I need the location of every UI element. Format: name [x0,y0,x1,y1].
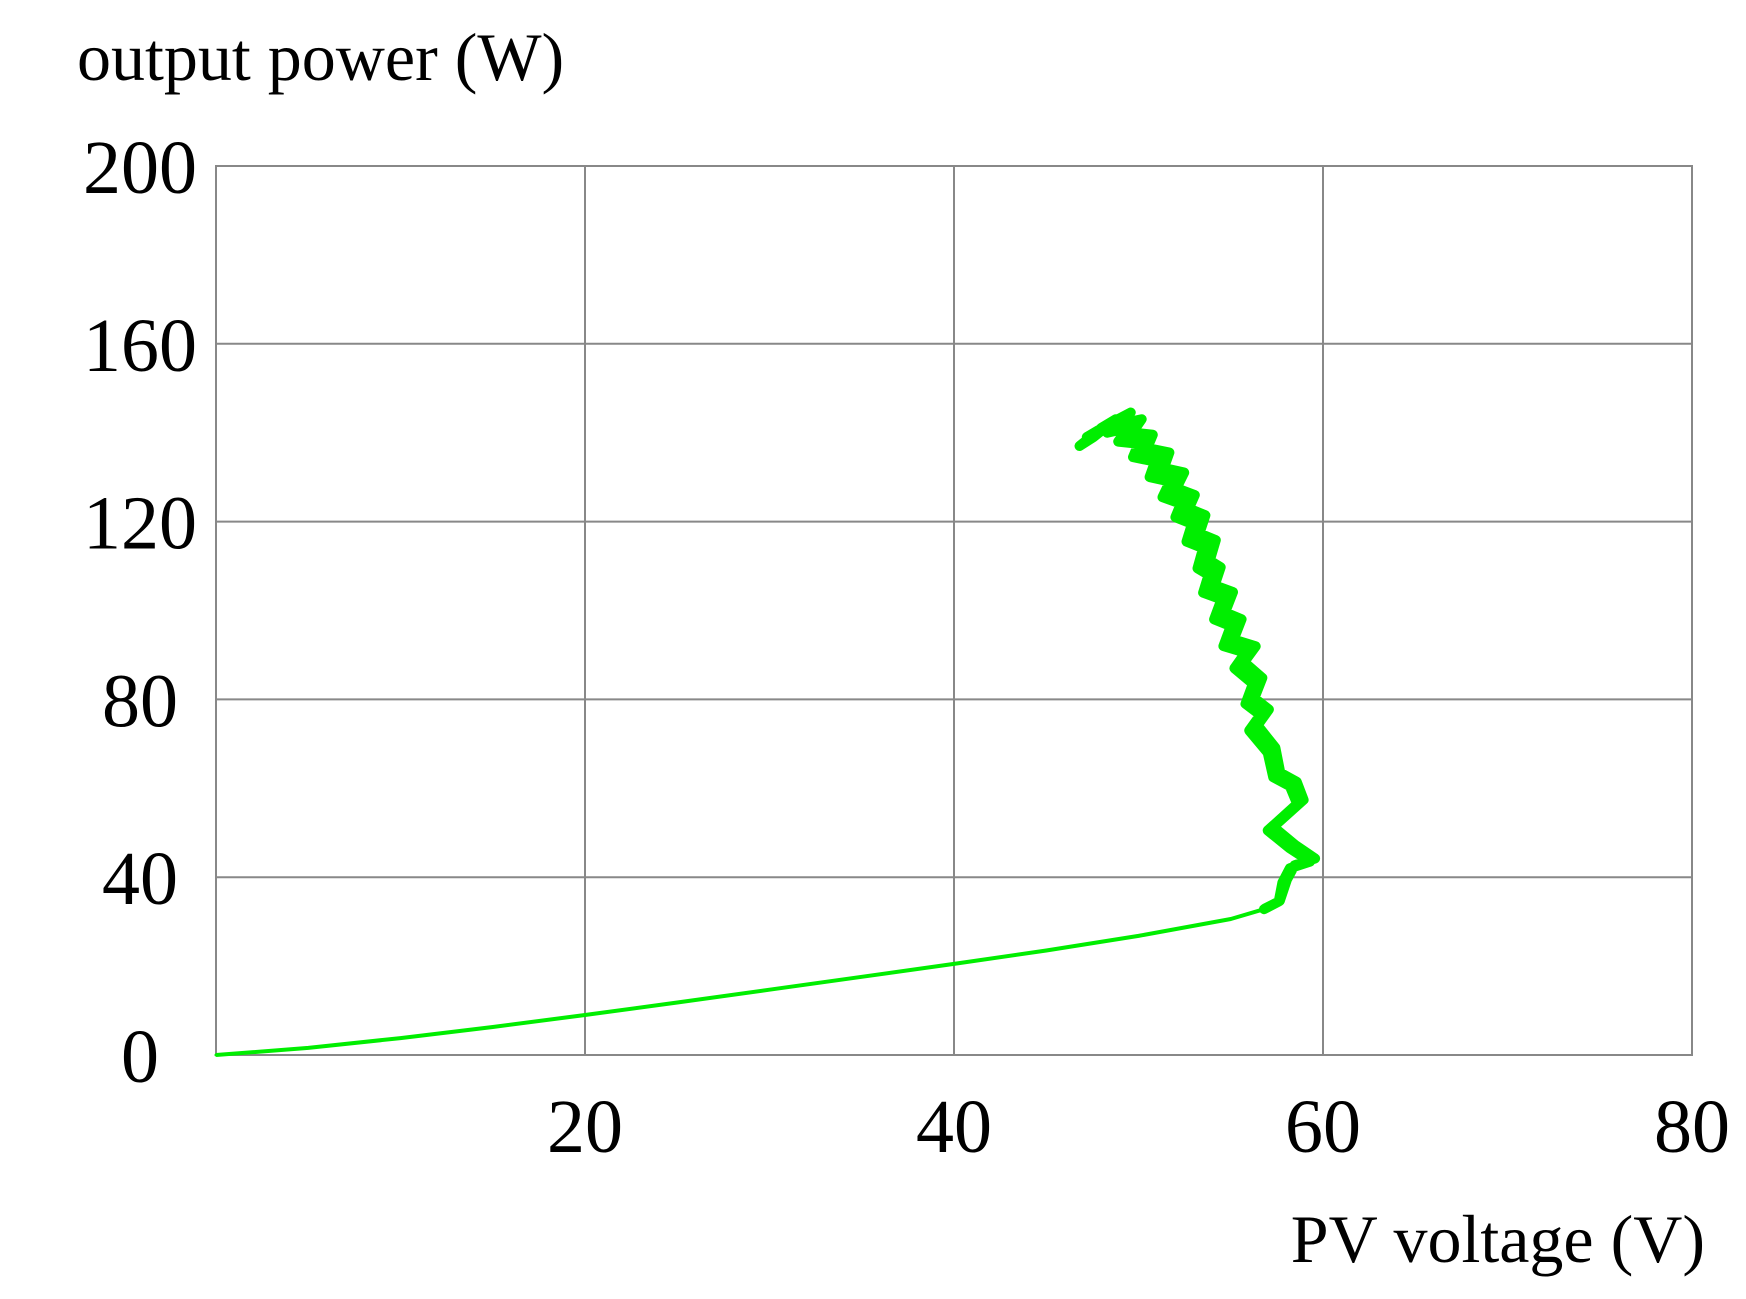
data-point [768,988,771,992]
data-point [1114,420,1118,424]
data-point [1153,460,1157,464]
data-point [1100,426,1104,430]
y-tick-labels: 0 40 80 120 160 200 [83,126,197,1099]
data-point [1280,881,1284,885]
y-tick-label: 120 [83,482,197,566]
data-point [1221,644,1225,648]
data-point [491,1025,495,1029]
data-point [1085,435,1089,439]
data-point [1207,573,1211,577]
y-axis-title: output power (W) [77,19,564,95]
y-tick-label: 40 [102,837,178,921]
data-point [1266,829,1270,833]
data-point [1137,442,1140,446]
data-point [1173,515,1177,519]
data-point [1271,775,1275,779]
data-point [1105,431,1109,435]
data-point [1160,495,1164,499]
data-point [1168,480,1172,484]
x-tick-label: 80 [1654,1085,1730,1169]
data-point [1258,713,1262,717]
data-point [1229,624,1233,628]
data-point [1116,440,1120,444]
data-point [1308,860,1312,864]
data-point [1288,846,1292,850]
data-point [1137,934,1140,938]
y-tick-label: 80 [102,659,178,743]
data-point [214,1053,218,1057]
data-point [1077,444,1081,448]
data-point [1247,729,1251,733]
data-point [1201,546,1205,550]
y-tick-label: 200 [83,126,197,210]
data-point [1190,522,1194,526]
series-layer [214,407,1321,1057]
y-tick-label: 0 [121,1015,159,1099]
data-point [1262,907,1266,911]
plot-frame [215,165,1693,1056]
data-point [1244,702,1248,706]
data-point [1251,682,1255,686]
y-tick-label: 160 [83,304,197,388]
x-tick-label: 60 [1285,1085,1361,1169]
x-axis-title: PV voltage (V) [1291,1201,1705,1277]
x-tick-label: 20 [547,1085,623,1169]
x-tick-label: 40 [916,1085,992,1169]
data-point [1220,597,1224,601]
data-point [675,1001,679,1005]
data-point [399,1036,402,1040]
data-point [1244,651,1248,655]
data-point [1125,426,1129,430]
data-point [1232,666,1236,670]
data-point [1044,949,1048,953]
x-tick-labels: 20 40 60 80 [547,1085,1730,1169]
data-point [1288,866,1292,870]
data-point [1277,900,1281,904]
data-point [1179,502,1183,506]
data-point [1148,475,1152,479]
data-point [1201,591,1205,595]
data-point [1229,917,1233,921]
grid-lines [216,166,1692,1055]
data-point [1131,455,1135,459]
data-point [1288,784,1292,788]
data-point [1184,540,1188,544]
data-point [583,1013,587,1017]
data-point [1295,802,1299,806]
data-point [1266,751,1270,755]
data-point [306,1046,310,1050]
data-point [860,975,864,979]
data-point [1212,617,1216,621]
data-point [1196,566,1200,570]
data-point [952,962,956,966]
